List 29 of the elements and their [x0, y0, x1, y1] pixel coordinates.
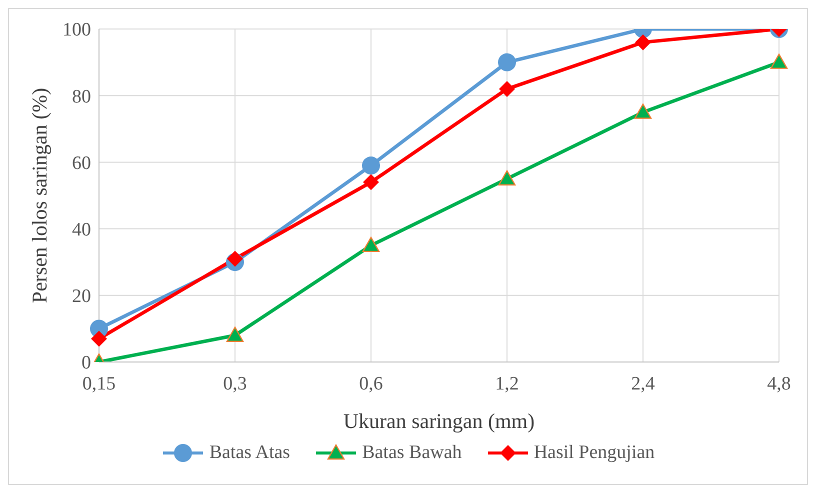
point	[499, 80, 515, 97]
legend-label: Hasil Pengujian	[532, 442, 655, 464]
point	[635, 34, 651, 50]
x-tick-label: 0,6	[359, 373, 383, 394]
point	[227, 250, 243, 267]
point	[91, 330, 107, 347]
y-axis-title: Persen lolos saringan (%)	[27, 88, 52, 304]
point	[362, 236, 380, 252]
y-tick-label: 20	[72, 286, 91, 308]
x-axis-title: Ukuran saringan (mm)	[343, 409, 535, 433]
point	[498, 170, 516, 186]
point	[363, 174, 379, 190]
point	[770, 54, 788, 69]
x-tick-label: 4,8	[767, 373, 791, 394]
y-tick-label: 0	[82, 352, 91, 374]
y-tick-label: 100	[62, 20, 91, 41]
y-tick-label: 40	[72, 220, 91, 241]
x-tick-label: 1,2	[495, 373, 519, 394]
y-tick-label: 60	[72, 152, 91, 174]
point	[226, 326, 244, 342]
x-tick-label: 0,3	[223, 373, 247, 394]
x-tick-label: 2,4	[631, 373, 656, 394]
legend-label: Batas Bawah	[361, 442, 462, 464]
legend-label: Batas Atas	[208, 442, 290, 464]
point	[362, 156, 380, 175]
point	[498, 53, 516, 72]
y-tick-label: 80	[72, 86, 91, 108]
x-tick-label: 0,15	[82, 373, 116, 394]
point	[634, 104, 652, 119]
